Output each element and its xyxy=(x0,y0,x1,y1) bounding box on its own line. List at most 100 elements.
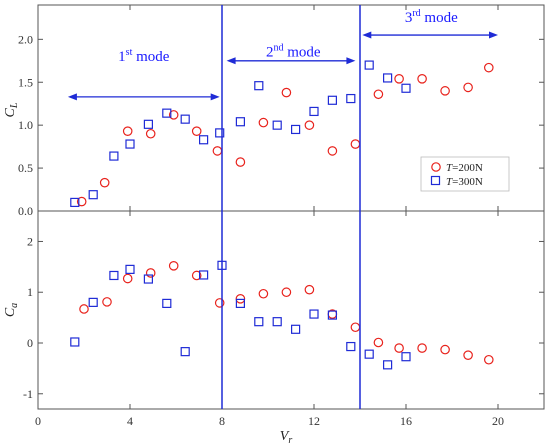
ca-point-t200 xyxy=(214,298,225,308)
cl-point-t200 xyxy=(258,117,269,128)
legend-entry-t200: T=200N xyxy=(446,162,483,174)
ca-point-t200 xyxy=(258,288,269,299)
ca-point-t200 xyxy=(483,354,494,365)
x-axis-title: Vr xyxy=(280,429,293,446)
mode-arrowhead-left xyxy=(362,31,372,39)
cl-point-t300 xyxy=(70,197,80,208)
ca-point-t300 xyxy=(70,337,80,347)
cl-point-t200 xyxy=(350,139,361,149)
cl-y-tick-label: 0.5 xyxy=(18,161,33,175)
cl-point-t300 xyxy=(199,135,209,145)
legend-marker-t300 xyxy=(430,175,441,186)
mode-boundary-lines xyxy=(221,5,361,409)
mode-label: 3rd mode xyxy=(405,8,458,26)
cl-legend: T=200N T=300N xyxy=(420,156,510,192)
ca-point-t300 xyxy=(88,297,98,307)
ca-y-tick-label: 2 xyxy=(27,234,33,248)
cl-point-t200 xyxy=(99,177,110,188)
cl-point-t200 xyxy=(463,82,473,93)
cl-point-t200 xyxy=(417,74,427,84)
legend-entry-t300: T=300N xyxy=(446,176,483,188)
cl-panel: 0.0 0.5 1.0 1.5 2.0 1st mode 2nd mode 3rd mode… xyxy=(3,4,545,218)
cl-y-tick-label: 2.0 xyxy=(18,32,33,46)
cl-point-t300 xyxy=(327,95,337,105)
ca-point-t300 xyxy=(272,317,282,327)
ca-x-tick-label: 0 xyxy=(35,414,41,428)
cl-point-t300 xyxy=(346,93,356,104)
cl-point-t300 xyxy=(401,83,411,93)
ca-point-t300 xyxy=(125,264,135,274)
cl-point-t300 xyxy=(125,139,135,149)
ca-x-tick-label: 4 xyxy=(127,414,133,428)
cl-point-t300 xyxy=(272,120,282,130)
cl-point-t200 xyxy=(373,89,384,100)
cl-point-t300 xyxy=(162,108,172,118)
cl-data-points xyxy=(70,60,494,208)
ca-point-t300 xyxy=(309,309,319,319)
ca-x-tick-label: 12 xyxy=(308,414,320,428)
ca-point-t200 xyxy=(417,343,427,353)
ca-point-t300 xyxy=(180,347,190,357)
ca-point-t300 xyxy=(364,349,374,359)
cl-point-t300 xyxy=(383,73,393,83)
ca-data-points xyxy=(70,260,494,370)
ca-point-t300 xyxy=(346,341,356,352)
ca-point-t300 xyxy=(143,274,153,284)
ca-point-t300 xyxy=(401,352,411,362)
cl-point-t300 xyxy=(215,128,225,138)
cl-point-t300 xyxy=(254,81,264,91)
ca-point-t200 xyxy=(350,322,361,333)
cl-y-tick-label: 1.0 xyxy=(18,118,33,132)
cl-point-t200 xyxy=(235,157,246,167)
ca-point-t300 xyxy=(327,310,337,320)
mode-arrowhead-right xyxy=(489,31,498,39)
ca-point-t200 xyxy=(373,337,384,348)
ca-point-t200 xyxy=(394,343,404,353)
ca-x-tick-label: 16 xyxy=(400,414,412,428)
cl-point-t200 xyxy=(394,74,404,84)
mode-arrowhead-left xyxy=(226,57,236,65)
ca-point-t200 xyxy=(304,284,315,295)
cl-point-t300 xyxy=(291,124,301,135)
cl-point-t200 xyxy=(191,126,202,136)
ca-point-t200 xyxy=(122,273,133,284)
ca-point-t300 xyxy=(235,298,245,308)
ca-point-t200 xyxy=(168,261,179,271)
ca-point-t300 xyxy=(199,270,209,280)
ca-point-t200 xyxy=(102,297,112,307)
cl-y-tick-label: 1.5 xyxy=(18,75,33,89)
legend-marker-t200 xyxy=(431,162,441,172)
cl-y-axis-title: CL xyxy=(3,102,20,117)
mode-arrowhead-left xyxy=(67,93,77,101)
cl-point-t200 xyxy=(304,120,315,130)
cl-point-t300 xyxy=(309,106,319,117)
ca-y-tick-label: -1 xyxy=(23,387,33,401)
mode-label: 1st mode xyxy=(118,47,170,65)
ca-point-t300 xyxy=(254,317,264,327)
cl-y-ticks: 0.0 0.5 1.0 1.5 2.0 xyxy=(18,5,544,218)
cl-point-t200 xyxy=(483,62,494,73)
mode-label: 2nd mode xyxy=(266,43,321,61)
ca-point-t300 xyxy=(162,298,172,308)
cl-point-t200 xyxy=(212,146,223,156)
cl-point-t200 xyxy=(168,110,179,120)
mode-arrowhead-right xyxy=(210,93,220,101)
cl-point-t300 xyxy=(235,117,245,127)
ca-point-t200 xyxy=(281,287,292,298)
ca-point-t200 xyxy=(191,270,202,281)
ca-point-t200 xyxy=(440,344,450,355)
cl-point-t300 xyxy=(180,114,190,124)
ca-y-axis-title: Ca xyxy=(3,303,20,317)
cl-mode-annotations: 1st mode 2nd mode 3rd mode xyxy=(67,8,498,101)
ca-y-tick-label: 0 xyxy=(27,336,33,350)
ca-plot-frame xyxy=(37,210,545,410)
cl-point-t200 xyxy=(76,196,87,207)
cl-point-t300 xyxy=(88,190,98,200)
ca-point-t200 xyxy=(145,268,156,278)
ca-point-t300 xyxy=(383,360,393,370)
cl-point-t200 xyxy=(327,146,338,156)
mode-arrowhead-right xyxy=(346,57,356,65)
ca-y-tick-label: 1 xyxy=(27,285,33,299)
